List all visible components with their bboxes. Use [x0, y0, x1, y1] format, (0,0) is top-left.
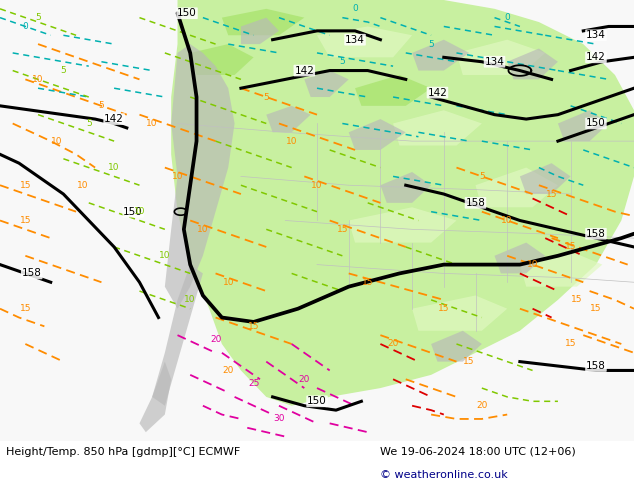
Text: 10: 10: [501, 216, 513, 225]
Text: 15: 15: [571, 295, 583, 304]
Text: 15: 15: [565, 243, 576, 251]
Text: 5: 5: [98, 101, 105, 110]
Text: 5: 5: [479, 172, 485, 181]
Text: 20: 20: [299, 375, 310, 384]
Text: 20: 20: [476, 401, 488, 410]
Polygon shape: [355, 75, 431, 106]
Text: 150: 150: [307, 396, 327, 406]
Text: 134: 134: [484, 57, 505, 67]
Text: 15: 15: [565, 340, 576, 348]
Polygon shape: [495, 243, 545, 273]
Polygon shape: [412, 40, 469, 71]
Polygon shape: [431, 331, 482, 362]
Text: 0: 0: [22, 22, 29, 31]
Text: 134: 134: [586, 30, 606, 40]
Text: 15: 15: [20, 181, 31, 190]
Text: 10: 10: [134, 207, 145, 216]
Text: 10: 10: [197, 225, 209, 234]
Text: 10: 10: [77, 181, 88, 190]
Text: 142: 142: [427, 88, 448, 98]
Text: 15: 15: [20, 216, 31, 225]
Text: © weatheronline.co.uk: © weatheronline.co.uk: [380, 470, 508, 480]
Polygon shape: [412, 295, 507, 331]
Text: 10: 10: [108, 163, 120, 172]
Polygon shape: [152, 265, 203, 406]
Polygon shape: [520, 251, 602, 287]
Text: 10: 10: [32, 75, 44, 84]
Text: 5: 5: [339, 57, 346, 66]
Text: 158: 158: [22, 269, 42, 278]
Polygon shape: [171, 0, 634, 406]
Text: 158: 158: [465, 198, 486, 208]
Polygon shape: [349, 119, 406, 150]
Text: 142: 142: [586, 52, 606, 62]
Text: 10: 10: [311, 181, 323, 190]
Text: 20: 20: [210, 335, 221, 344]
Text: 30: 30: [273, 415, 285, 423]
Text: 15: 15: [362, 278, 373, 287]
Text: 20: 20: [223, 366, 234, 375]
Text: 15: 15: [438, 304, 450, 313]
Text: We 19-06-2024 18:00 UTC (12+06): We 19-06-2024 18:00 UTC (12+06): [380, 447, 576, 457]
Text: 5: 5: [86, 119, 92, 128]
Polygon shape: [507, 49, 558, 79]
Text: 158: 158: [586, 229, 606, 239]
Text: 134: 134: [345, 35, 365, 45]
Text: 20: 20: [387, 340, 399, 348]
Text: 0: 0: [504, 13, 510, 22]
Text: 150: 150: [123, 207, 143, 217]
Text: 5: 5: [60, 66, 67, 75]
Polygon shape: [349, 207, 456, 243]
Text: 142: 142: [294, 66, 314, 75]
Polygon shape: [222, 9, 304, 35]
Polygon shape: [241, 18, 279, 44]
Text: 10: 10: [286, 137, 297, 146]
Text: 15: 15: [546, 190, 557, 198]
Text: 15: 15: [590, 304, 602, 313]
Text: 5: 5: [35, 13, 41, 22]
Text: 10: 10: [184, 295, 196, 304]
Text: 10: 10: [146, 119, 158, 128]
Polygon shape: [165, 44, 235, 309]
Text: 150: 150: [586, 119, 606, 128]
Text: 5: 5: [428, 40, 434, 49]
Text: 25: 25: [248, 379, 259, 388]
Polygon shape: [304, 71, 349, 97]
Text: 15: 15: [20, 304, 31, 313]
Polygon shape: [393, 110, 482, 146]
Text: 10: 10: [172, 172, 183, 181]
Text: 0: 0: [352, 4, 358, 13]
Text: 15: 15: [248, 322, 259, 331]
Polygon shape: [317, 26, 412, 57]
Text: 158: 158: [586, 361, 606, 371]
Polygon shape: [456, 40, 545, 75]
Text: 142: 142: [104, 114, 124, 124]
Polygon shape: [190, 44, 254, 75]
Text: 10: 10: [223, 278, 234, 287]
Polygon shape: [0, 0, 634, 441]
Text: 150: 150: [177, 8, 197, 18]
Polygon shape: [380, 172, 431, 203]
Polygon shape: [266, 106, 311, 132]
Text: 15: 15: [337, 225, 348, 234]
Text: 10: 10: [527, 260, 538, 269]
Text: 10: 10: [159, 251, 171, 260]
Text: 10: 10: [51, 137, 63, 146]
Text: Height/Temp. 850 hPa [gdmp][°C] ECMWF: Height/Temp. 850 hPa [gdmp][°C] ECMWF: [6, 447, 240, 457]
Polygon shape: [139, 362, 171, 432]
Text: 5: 5: [263, 93, 269, 101]
Text: 15: 15: [463, 357, 475, 366]
Polygon shape: [520, 163, 571, 194]
Polygon shape: [476, 168, 558, 207]
Polygon shape: [558, 110, 609, 141]
